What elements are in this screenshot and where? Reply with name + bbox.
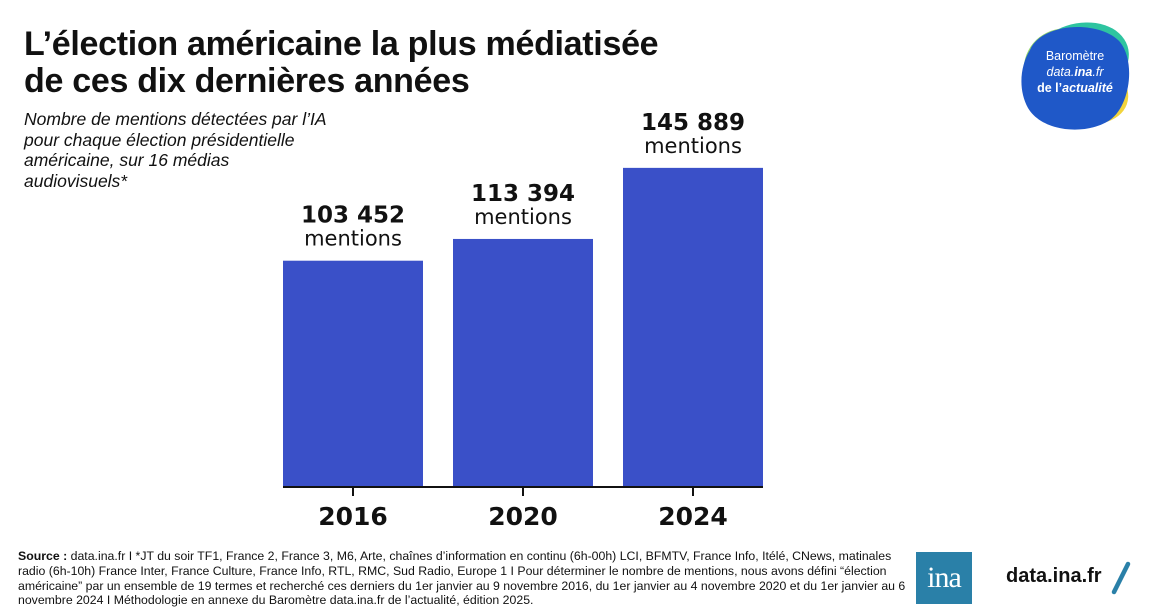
data-label-unit: mentions [644,134,742,158]
data-label-unit: mentions [304,227,402,251]
bar [283,260,423,487]
badge-line-2: data.ina.fr [1022,64,1128,80]
subtitle-line-2: pour chaque élection présidentielle [24,129,295,150]
chart-title: L’élection américaine la plus médiatisée… [24,26,784,100]
title-line-1: L’élection américaine la plus médiatisée [24,25,659,63]
subtitle-line-3: américaine, sur 16 médias [24,150,230,170]
data-label-value: 103 452 [301,203,405,229]
badge-line-1: Baromètre [1045,49,1105,63]
x-tick-label: 2024 [658,502,728,531]
slash-icon [1111,561,1131,595]
ina-logo[interactable]: ina [916,552,972,604]
subtitle-line-1: Nombre de mentions détectées par l’IA [24,109,327,129]
data-label-value: 113 394 [471,181,575,207]
badge-blob-blue [1021,27,1130,130]
badge-line-3-pre: de l’ [1037,81,1063,95]
badge-line-3-em: actualité [1062,81,1113,95]
badge-line-2-em: ina [1074,65,1093,79]
bar [623,167,763,488]
badge-line-2-post: .fr [1092,65,1104,79]
x-tick-label: 2020 [488,502,558,531]
data-label-unit: mentions [474,205,572,229]
source-label: Source : [18,549,68,563]
chart-subtitle: Nombre de mentions détectées par l’IA po… [24,109,384,191]
badge-label: Baromètre data.ina.fr de l’actualité [1022,48,1128,96]
subtitle-line-4: audiovisuels* [24,170,128,191]
bar [453,238,593,487]
badge-line-3: de l’actualité [1022,80,1128,96]
data-label-value: 145 889 [641,110,745,136]
x-tick-label: 2016 [318,502,388,531]
badge-line-2-pre: data. [1046,65,1075,79]
source-text: data.ina.fr I *JT du soir TF1, France 2,… [18,549,906,608]
title-line-2: de ces dix dernières années [24,62,470,100]
site-link[interactable]: data.ina.fr [1006,565,1102,587]
slash-mark [1111,561,1131,595]
barometre-badge [1021,22,1130,130]
source-note: Source : data.ina.fr I *JT du soir TF1, … [18,549,913,608]
